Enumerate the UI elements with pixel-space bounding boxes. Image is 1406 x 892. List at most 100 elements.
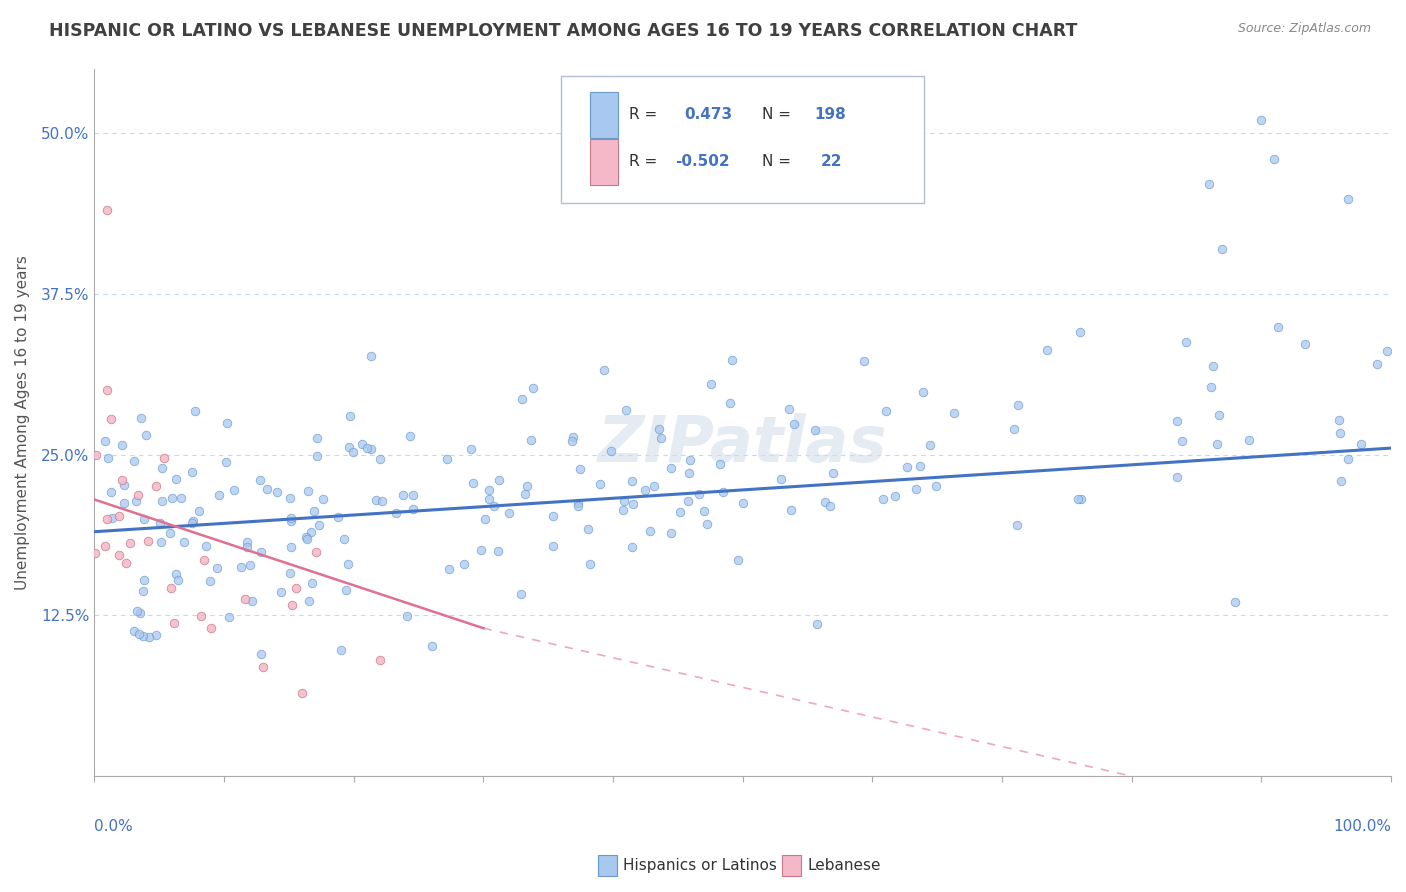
Point (86, 448, 108, 462)
Point (478, 491, 501, 506)
Point (643, 479, 665, 493)
Point (112, 478, 135, 492)
Point (498, 506, 520, 520)
Point (1211, 242, 1233, 256)
Point (510, 587, 533, 601)
Point (339, 409, 361, 424)
Point (568, 462, 591, 476)
Point (131, 410, 153, 425)
Point (1166, 414, 1188, 428)
Point (342, 445, 364, 459)
Point (94, 539, 117, 553)
Point (593, 362, 616, 376)
Point (1067, 491, 1090, 506)
Point (1175, 335, 1198, 350)
Point (136, 533, 159, 548)
Point (718, 396, 741, 410)
Point (240, 593, 263, 607)
Point (470, 543, 492, 558)
Point (368, 452, 391, 467)
Point (280, 510, 302, 524)
Point (337, 440, 360, 454)
Point (478, 483, 501, 498)
Point (1376, 343, 1399, 358)
Point (236, 540, 259, 554)
Point (100, 412, 122, 426)
Point (150, 461, 173, 475)
Point (250, 648, 273, 662)
Point (896, 460, 918, 475)
Point (307, 449, 329, 463)
Point (1337, 451, 1360, 466)
Point (711, 484, 734, 499)
Point (165, 472, 187, 486)
Point (943, 406, 966, 420)
Point (621, 540, 644, 554)
Point (236, 535, 259, 549)
Point (482, 499, 505, 513)
Point (422, 640, 444, 654)
Point (1350, 437, 1372, 451)
Point (368, 653, 391, 667)
Point (200, 621, 222, 635)
Point (1250, 113, 1272, 128)
Point (1007, 398, 1029, 412)
Point (138, 631, 160, 645)
FancyBboxPatch shape (561, 76, 924, 203)
Point (1171, 434, 1194, 449)
Point (312, 491, 335, 506)
Point (1208, 409, 1230, 423)
Point (515, 487, 537, 501)
Point (149, 516, 172, 530)
Point (578, 522, 600, 536)
Point (281, 599, 304, 613)
Point (200, 574, 222, 588)
Point (1267, 320, 1289, 334)
Point (145, 479, 167, 493)
Point (159, 526, 181, 541)
Point (659, 461, 682, 475)
Text: N =: N = (762, 154, 792, 169)
Point (474, 512, 496, 526)
Point (1005, 517, 1028, 532)
Point (1198, 178, 1220, 192)
Point (132, 512, 155, 526)
Point (904, 482, 927, 496)
Point (561, 434, 583, 449)
Point (218, 609, 240, 624)
Point (600, 443, 623, 458)
Point (132, 584, 155, 599)
Point (208, 487, 231, 501)
Point (778, 401, 800, 416)
Point (249, 473, 271, 487)
Point (612, 503, 634, 517)
Text: R =: R = (628, 107, 657, 122)
Point (134, 573, 156, 587)
Point (634, 483, 657, 497)
Point (522, 381, 544, 395)
Point (1202, 359, 1225, 373)
Point (96, 383, 118, 397)
Point (111, 473, 134, 487)
Point (188, 504, 211, 518)
Point (305, 545, 328, 559)
Point (399, 429, 422, 443)
Point (676, 494, 699, 508)
Point (356, 442, 378, 456)
Point (1206, 437, 1229, 451)
Point (239, 558, 262, 573)
Point (150, 535, 173, 549)
Text: Lebanese: Lebanese (807, 858, 880, 872)
Point (589, 476, 612, 491)
Point (541, 509, 564, 524)
Point (884, 489, 907, 503)
Point (911, 385, 934, 400)
Point (516, 479, 538, 493)
Point (1166, 470, 1188, 484)
Point (160, 491, 183, 505)
Point (278, 491, 301, 505)
Bar (589, 139, 619, 186)
Point (679, 452, 702, 467)
Point (395, 609, 418, 624)
Point (184, 403, 207, 417)
